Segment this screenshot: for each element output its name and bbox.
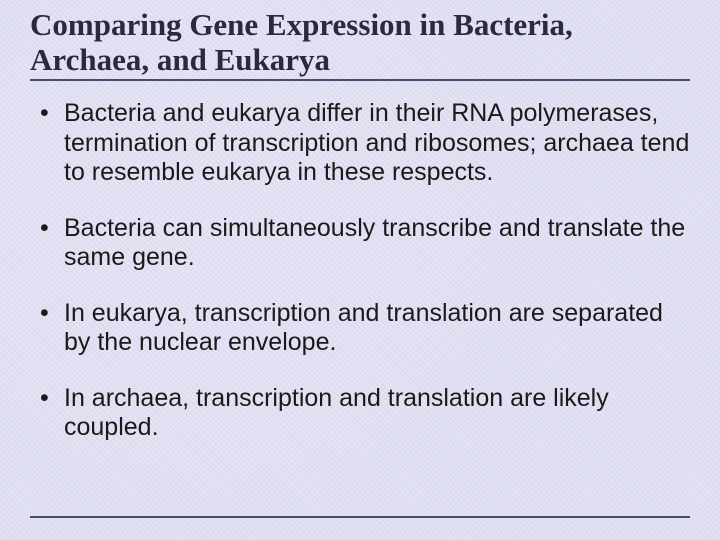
- slide: Comparing Gene Expression in Bacteria, A…: [0, 0, 720, 540]
- bullet-item: Bacteria can simultaneously transcribe a…: [38, 214, 690, 273]
- footer-rule: [30, 516, 690, 518]
- slide-title: Comparing Gene Expression in Bacteria, A…: [30, 8, 690, 81]
- bullet-item: In archaea, transcription and translatio…: [38, 384, 690, 443]
- bullet-item: Bacteria and eukarya differ in their RNA…: [38, 99, 690, 188]
- bullet-list: Bacteria and eukarya differ in their RNA…: [30, 99, 690, 443]
- bullet-item: In eukarya, transcription and translatio…: [38, 299, 690, 358]
